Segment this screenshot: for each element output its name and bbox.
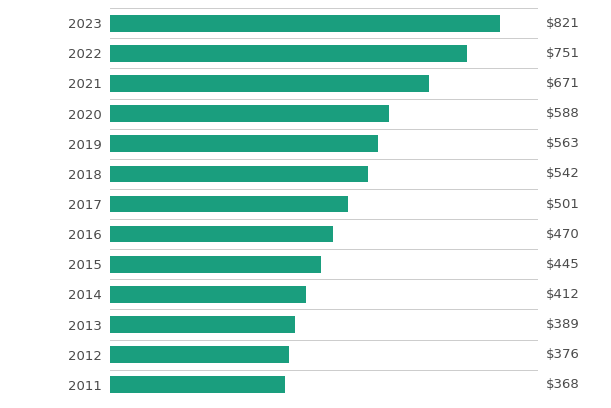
Bar (110, 377, 285, 393)
Bar (110, 135, 378, 152)
Text: $542: $542 (546, 167, 580, 180)
Text: $821: $821 (546, 17, 580, 30)
Text: $751: $751 (546, 47, 580, 60)
Bar (110, 75, 429, 92)
Text: $412: $412 (546, 288, 580, 301)
Bar (110, 196, 348, 212)
Text: $470: $470 (546, 228, 580, 241)
Bar (110, 286, 306, 303)
Bar (110, 105, 389, 122)
Text: $671: $671 (546, 77, 580, 90)
Text: $389: $389 (546, 318, 580, 331)
Text: $376: $376 (546, 348, 580, 361)
Text: $445: $445 (546, 258, 580, 271)
Bar (110, 256, 321, 273)
Bar (110, 166, 368, 182)
Text: $563: $563 (546, 137, 580, 150)
Bar (110, 346, 288, 363)
Bar (110, 226, 334, 242)
Bar (110, 15, 500, 31)
Text: $368: $368 (546, 378, 580, 391)
Text: $501: $501 (546, 197, 580, 211)
Bar (110, 316, 295, 333)
Text: $588: $588 (546, 107, 580, 120)
Bar (110, 45, 467, 62)
